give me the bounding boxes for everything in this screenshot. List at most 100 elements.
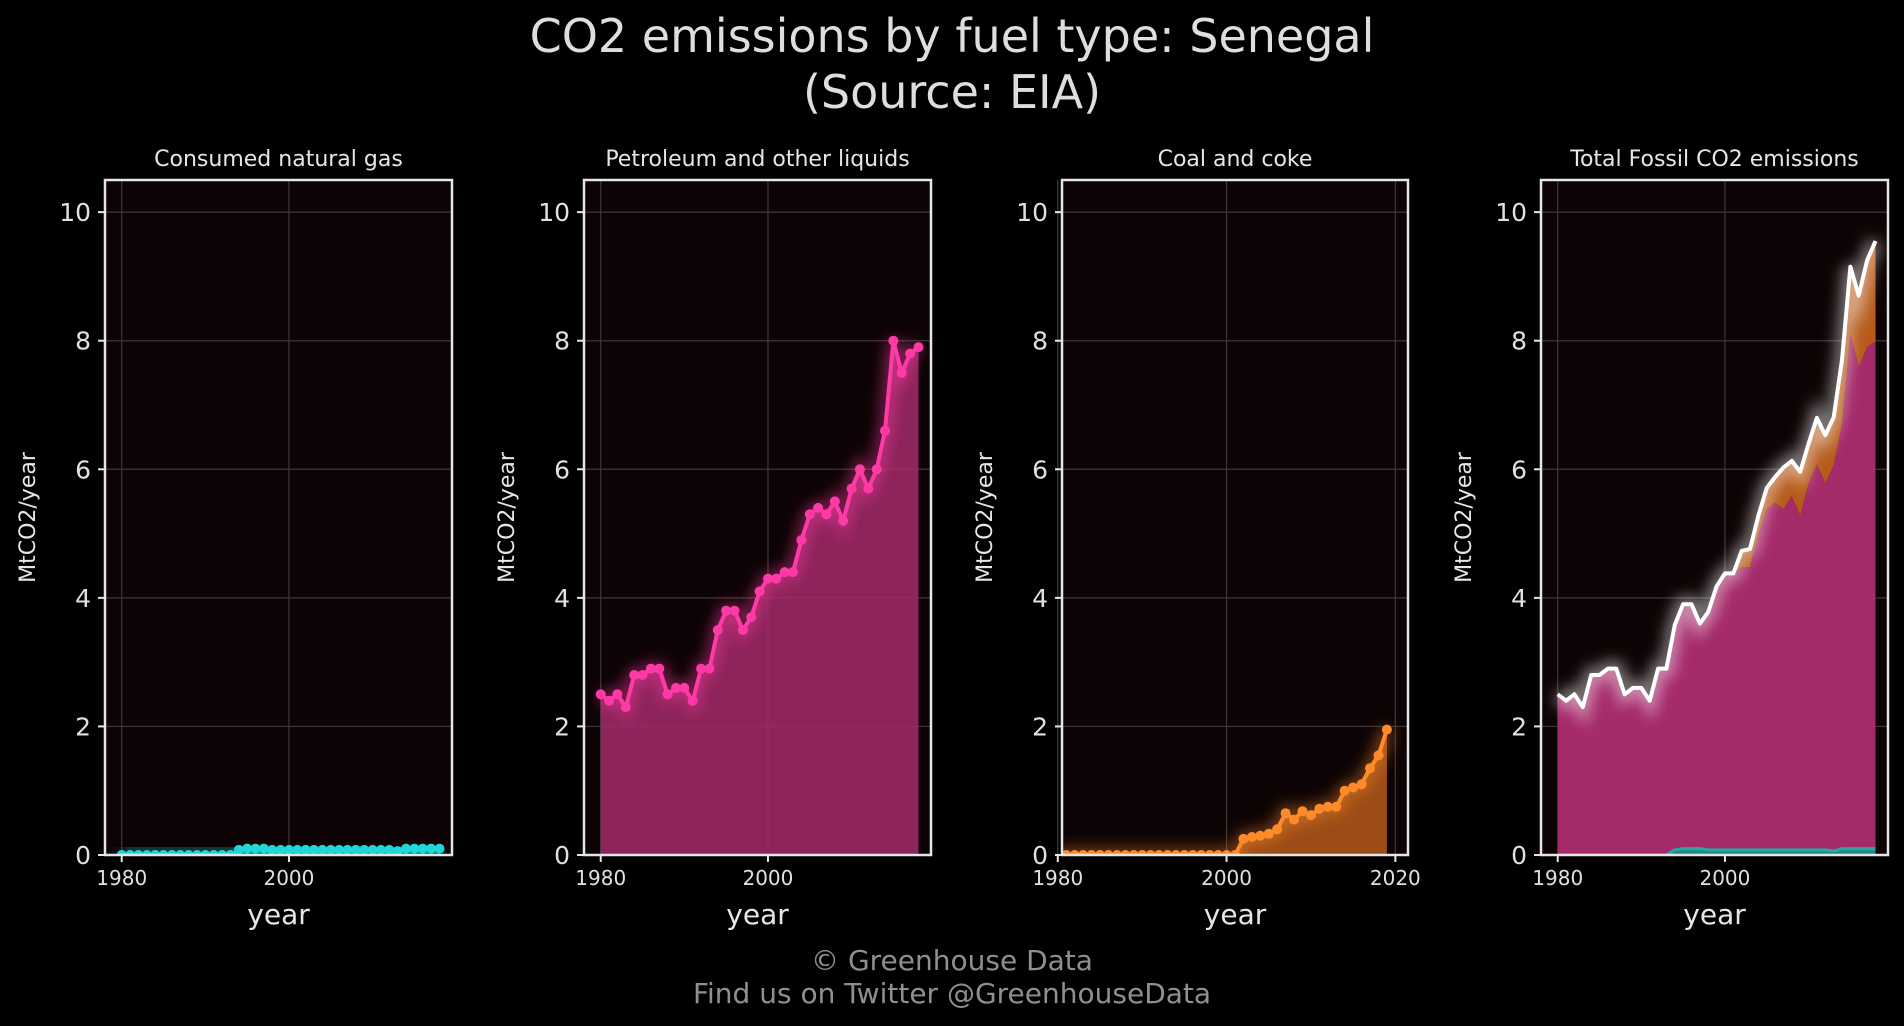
footer-copyright: © Greenhouse Data	[811, 944, 1093, 977]
x-tick-label: 1980	[575, 866, 626, 890]
y-tick-label: 10	[1495, 198, 1527, 227]
gas-point	[242, 843, 253, 854]
gas-point	[317, 844, 328, 855]
gas-point	[409, 843, 420, 854]
y-tick-label: 6	[1032, 455, 1048, 484]
y-tick-label: 10	[538, 198, 570, 227]
coal-point	[1289, 814, 1300, 825]
gas-point	[325, 844, 336, 855]
gas-point	[275, 844, 286, 855]
petroleum-point	[662, 689, 673, 700]
x-tick-label: 1980	[96, 866, 147, 890]
gas-point	[384, 844, 395, 855]
footer: © Greenhouse Data Find us on Twitter @Gr…	[0, 944, 1904, 1010]
gas-point	[392, 846, 403, 855]
petroleum-point	[871, 464, 882, 475]
plot-frame	[103, 178, 454, 857]
gas-point	[334, 844, 345, 855]
y-tick-label: 8	[1032, 327, 1048, 356]
coal-point	[1255, 830, 1266, 841]
coal-point	[1322, 801, 1333, 812]
y-tick-label: 0	[1511, 841, 1527, 870]
petroleum-point	[737, 625, 748, 635]
plot-area	[1062, 180, 1408, 855]
petroleum-point	[838, 515, 849, 526]
coal-point	[1263, 828, 1274, 839]
coal-point	[1331, 801, 1342, 812]
x-axis-label: year	[1683, 898, 1746, 931]
coal-point	[1348, 782, 1359, 793]
coal-point	[1306, 810, 1316, 821]
petroleum-point	[671, 682, 681, 693]
petroleum-point	[620, 702, 631, 713]
gas-point	[250, 843, 261, 854]
gas-point	[258, 843, 269, 854]
y-tick-label: 8	[1511, 327, 1527, 356]
petroleum-point	[612, 689, 623, 700]
petroleum-point	[712, 625, 723, 635]
title-line-2: (Source: EIA)	[802, 65, 1102, 119]
petroleum-point	[696, 663, 707, 674]
panel-3: 0 2 4 6 8 10 1980 2000 2020 Coal and coke year MtCO…	[973, 147, 1421, 931]
petroleum-point	[679, 682, 690, 693]
panel-title: Coal and coke	[1158, 147, 1313, 172]
plot-area	[105, 180, 452, 855]
gas-point	[359, 844, 370, 855]
panel-title: Total Fossil CO2 emissions	[1569, 147, 1859, 172]
gas-point	[300, 844, 311, 855]
coal-point	[1246, 832, 1257, 842]
gas-point	[267, 844, 278, 855]
gas-point	[292, 844, 303, 855]
petroleum-point	[771, 573, 782, 584]
petroleum-point	[654, 663, 665, 674]
petroleum-point	[813, 502, 824, 513]
petroleum-point	[687, 695, 698, 706]
petroleum-point	[829, 496, 840, 507]
gas-point	[233, 844, 244, 855]
y-tick-label: 2	[75, 712, 91, 741]
petroleum-point	[604, 695, 615, 706]
coal-point	[1272, 824, 1283, 835]
coal-point	[1280, 808, 1291, 819]
y-tick-label: 2	[554, 712, 570, 741]
x-axis-label: year	[247, 898, 310, 931]
panel-4: 0 2 4 6 8 10 1980 2000 Total Fossil CO2 emission…	[1452, 147, 1890, 931]
title-line-1: CO2 emissions by fuel type: Senegal	[529, 9, 1375, 63]
gas-point	[284, 844, 294, 855]
coal-point	[1314, 803, 1325, 814]
y-tick-label: 0	[75, 841, 91, 870]
plot-frame	[1060, 178, 1410, 857]
y-tick-label: 6	[1511, 455, 1527, 484]
coal-point	[1339, 785, 1350, 796]
x-tick-label: 1980	[1532, 866, 1583, 890]
petroleum-point	[863, 483, 874, 494]
gas-point	[401, 843, 411, 854]
coal-point	[1297, 806, 1308, 817]
panel-title: Consumed natural gas	[154, 147, 403, 172]
coal-point	[1373, 750, 1384, 761]
gas-point	[309, 844, 319, 855]
data-layer	[1552, 237, 1883, 855]
petroleum-point	[637, 670, 648, 680]
gas-band-line	[1557, 847, 1876, 855]
y-tick-label: 6	[554, 455, 570, 484]
gas-point	[375, 844, 386, 855]
petroleum-point	[854, 464, 865, 475]
coal-band	[1557, 241, 1876, 708]
coal-point	[1238, 833, 1249, 844]
panel-1: 0 2 4 6 8 10 1980 2000 Consumed natural gas year M…	[16, 147, 454, 931]
y-tick-label: 4	[1032, 584, 1048, 613]
x-tick-label: 2000	[1201, 866, 1252, 890]
y-tick-label: 2	[1511, 712, 1527, 741]
gas-point	[350, 844, 361, 855]
petroleum-point	[905, 348, 916, 359]
petroleum-point	[704, 663, 715, 674]
y-tick-label: 8	[554, 327, 570, 356]
x-tick-label: 1980	[1032, 866, 1083, 890]
y-tick-label: 4	[1511, 584, 1527, 613]
petroleum-point	[729, 605, 740, 616]
y-axis-label: MtCO2/year	[495, 451, 520, 583]
x-tick-label: 2000	[1699, 866, 1750, 890]
petroleum-point	[788, 567, 798, 578]
